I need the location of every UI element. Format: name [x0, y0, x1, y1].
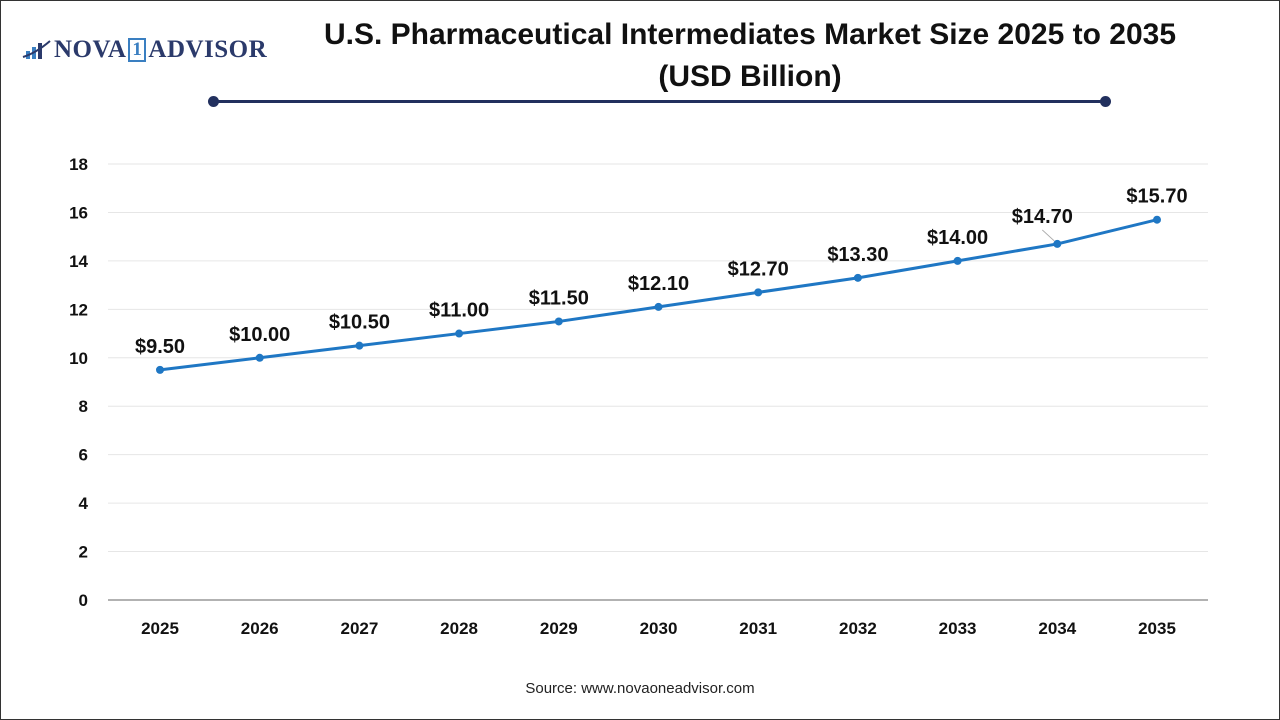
x-tick-label: 2032 — [839, 619, 877, 638]
data-point — [156, 365, 164, 374]
bar-chart-logo-icon — [22, 40, 51, 59]
y-tick-label: 4 — [79, 494, 89, 513]
data-point — [853, 273, 862, 282]
x-tick-label: 2035 — [1138, 619, 1176, 638]
x-tick-label: 2033 — [939, 619, 977, 638]
x-tick-label: 2029 — [540, 619, 578, 638]
title-rule-left-dot — [208, 96, 219, 107]
y-tick-label: 10 — [69, 349, 88, 368]
data-point — [455, 329, 464, 338]
source-note: Source: www.novaoneadvisor.com — [525, 680, 755, 697]
data-label: $15.70 — [1126, 186, 1187, 208]
title-line-1: U.S. Pharmaceutical Intermediates Market… — [323, 18, 1177, 51]
data-point — [1053, 239, 1062, 248]
x-tick-label: 2028 — [440, 619, 478, 638]
data-label: $11.50 — [529, 287, 589, 309]
y-tick-label: 12 — [69, 300, 88, 319]
y-tick-label: 0 — [79, 591, 88, 610]
title-line-2: (USD Billion) — [658, 60, 842, 93]
nova-advisor-logo: NOVA 1 ADVISOR — [22, 36, 267, 64]
x-tick-label: 2030 — [640, 619, 678, 638]
data-label: $10.00 — [229, 324, 290, 346]
data-point — [255, 353, 264, 362]
y-tick-label: 2 — [79, 543, 88, 562]
y-tick-label: 16 — [69, 203, 88, 222]
data-point — [355, 341, 364, 350]
data-point — [953, 256, 962, 265]
chart-title: U.S. Pharmaceutical Intermediates Market… — [270, 14, 1230, 98]
y-tick-label: 14 — [69, 252, 88, 271]
data-label: $11.00 — [429, 300, 489, 322]
data-label: $9.50 — [135, 336, 185, 358]
leader-line — [1041, 229, 1055, 242]
data-label: $13.30 — [827, 244, 888, 266]
x-tick-label: 2025 — [141, 619, 179, 638]
data-point — [654, 302, 663, 311]
data-point — [754, 288, 763, 297]
data-label: $14.00 — [927, 227, 988, 249]
x-tick-label: 2031 — [739, 619, 777, 638]
data-point — [1153, 215, 1161, 224]
y-tick-label: 6 — [79, 446, 88, 465]
x-tick-label: 2027 — [340, 619, 378, 638]
logo-text-advisor: ADVISOR — [148, 36, 268, 63]
logo-text-one: 1 — [128, 38, 147, 62]
data-label: $12.70 — [728, 258, 789, 280]
logo-text-nova: NOVA — [54, 36, 127, 63]
title-rule-right-dot — [1100, 96, 1111, 107]
x-tick-label: 2026 — [241, 619, 279, 638]
title-rule — [213, 100, 1106, 103]
data-label: $14.70 — [1012, 206, 1073, 228]
x-tick-label: 2034 — [1038, 619, 1076, 638]
data-label: $12.10 — [628, 273, 689, 295]
y-tick-label: 8 — [79, 397, 88, 416]
data-label: $10.50 — [329, 312, 390, 334]
data-point — [554, 317, 563, 326]
y-tick-label: 18 — [69, 155, 88, 174]
